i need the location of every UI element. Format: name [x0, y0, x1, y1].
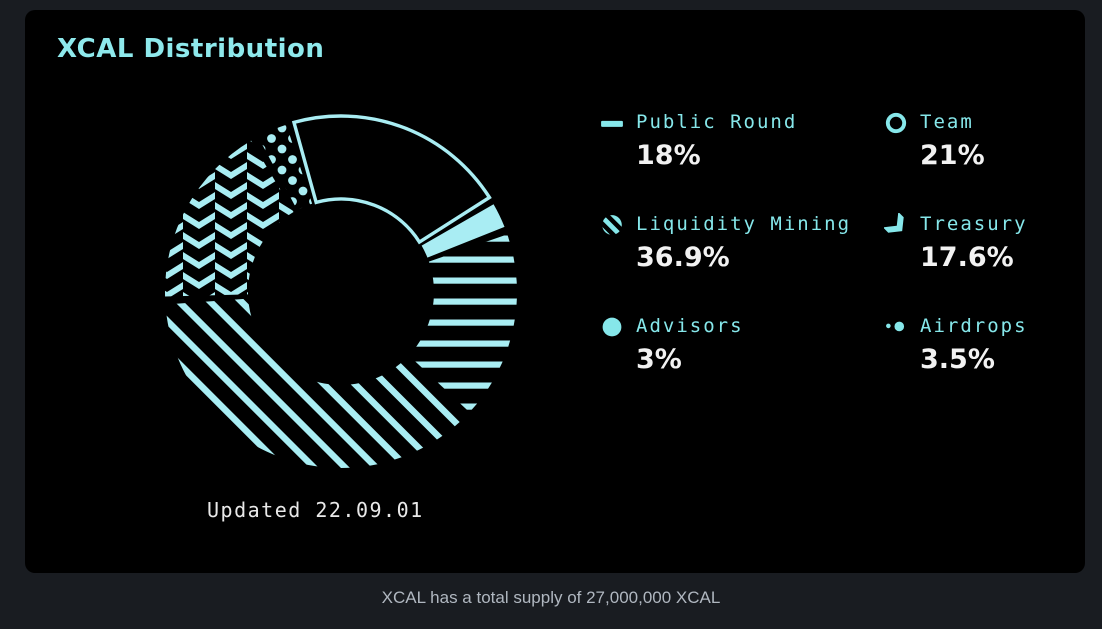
- donut-chart: [151, 102, 531, 482]
- legend-item-airdrops: Airdrops 3.5%: [884, 314, 1070, 376]
- donut-segment-liquidity-mining: [165, 298, 464, 468]
- dots-icon: [884, 315, 908, 339]
- legend-value: 21%: [920, 140, 985, 171]
- legend-label: Advisors: [636, 315, 744, 337]
- legend-item-advisors: Advisors 3%: [600, 314, 884, 376]
- chart-legend: Public Round 18% Team 21% Liquidity Mining 36…: [600, 110, 1070, 376]
- chevron-arrow-icon: [884, 213, 908, 237]
- legend-item-liquidity-mining: Liquidity Mining 36.9%: [600, 212, 884, 274]
- legend-label: Airdrops: [920, 315, 1028, 337]
- donut-segment-public-round: [408, 234, 518, 413]
- ring-icon: [884, 111, 908, 135]
- legend-value: 18%: [636, 140, 701, 171]
- legend-label: Team: [920, 111, 974, 133]
- legend-label: Liquidity Mining: [636, 213, 852, 235]
- diagonal-circle-icon: [600, 213, 624, 237]
- page-title: XCAL Distribution: [57, 34, 325, 64]
- legend-label: Public Round: [636, 111, 798, 133]
- legend-value: 3.5%: [920, 344, 995, 375]
- legend-label: Treasury: [920, 213, 1028, 235]
- distribution-card: XCAL Distribution: [25, 10, 1085, 573]
- donut-segment-airdrops: [258, 124, 313, 210]
- donut-segment-team: [291, 114, 492, 245]
- dash-icon: [600, 111, 624, 135]
- total-supply-caption: XCAL has a total supply of 27,000,000 XC…: [381, 588, 721, 607]
- legend-value: 36.9%: [636, 242, 730, 273]
- donut-segment-treasury: [165, 140, 294, 297]
- donut-chart-svg: [165, 114, 518, 468]
- legend-item-treasury: Treasury 17.6%: [884, 212, 1070, 274]
- legend-item-public-round: Public Round 18%: [600, 110, 884, 172]
- updated-date-label: Updated 22.09.01: [207, 498, 424, 522]
- legend-item-team: Team 21%: [884, 110, 1070, 172]
- legend-value: 17.6%: [920, 242, 1014, 273]
- legend-value: 3%: [636, 344, 682, 375]
- filled-circle-icon: [600, 315, 624, 339]
- donut-segment-advisors: [421, 204, 505, 258]
